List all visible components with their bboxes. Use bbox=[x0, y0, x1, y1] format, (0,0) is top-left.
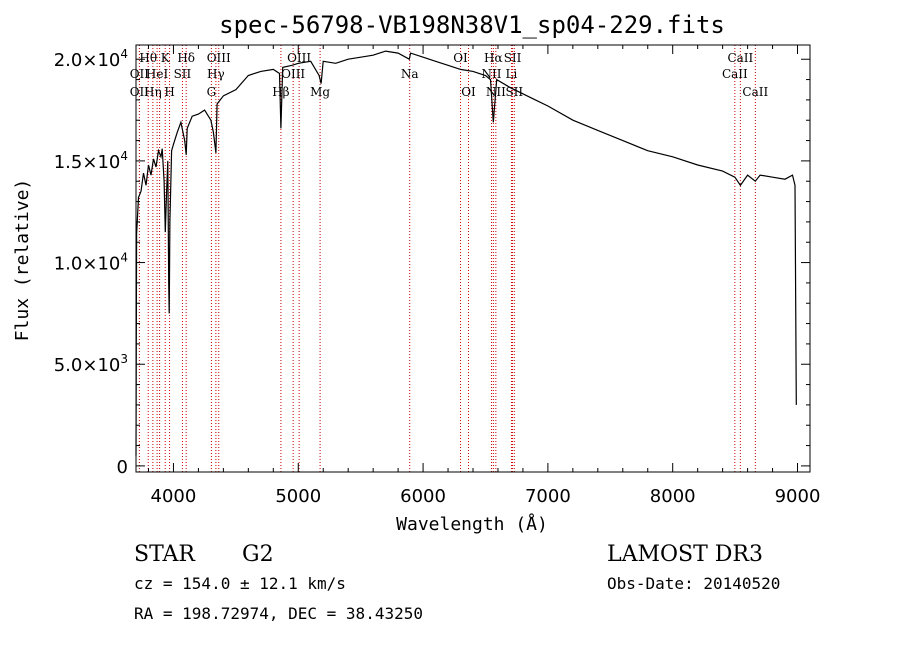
line-label: NII bbox=[481, 67, 501, 81]
plot-frame bbox=[135, 44, 811, 473]
x-tick-label: 6000 bbox=[400, 486, 446, 507]
line-label: SII bbox=[504, 51, 522, 65]
redshift-value: cz = 154.0 ± 12.1 km/s bbox=[134, 574, 346, 593]
line-label: Hγ bbox=[207, 67, 225, 81]
coordinates: RA = 198.72974, DEC = 38.43250 bbox=[134, 604, 423, 623]
line-label: Na bbox=[401, 67, 419, 81]
line-label: OIII bbox=[207, 51, 231, 65]
line-label: OI bbox=[461, 85, 476, 99]
y-tick-label: 0 bbox=[117, 457, 128, 478]
survey-name: LAMOST DR3 bbox=[607, 542, 763, 567]
line-label: Hθ bbox=[139, 51, 157, 65]
line-label: OIII bbox=[281, 67, 305, 81]
y-tick-label: 2.0×104 bbox=[54, 47, 128, 71]
line-label: CaII bbox=[727, 51, 753, 65]
line-label: SII bbox=[174, 67, 192, 81]
line-label: Hη bbox=[144, 85, 162, 99]
x-tick-label: 5000 bbox=[275, 486, 321, 507]
line-label: Hδ bbox=[177, 51, 195, 65]
line-label: Mg bbox=[310, 85, 330, 99]
line-label: Li bbox=[506, 67, 518, 81]
x-tick-label: 4000 bbox=[151, 486, 197, 507]
chart-title: spec-56798-VB198N38V1_sp04-229.fits bbox=[219, 11, 725, 39]
line-label: CaII bbox=[742, 85, 768, 99]
y-tick-label: 1.5×104 bbox=[54, 149, 128, 173]
line-label: G bbox=[207, 85, 217, 99]
line-label: Hβ bbox=[272, 85, 289, 99]
star-class: STAR bbox=[134, 542, 196, 567]
line-label: OII bbox=[130, 67, 150, 81]
y-tick-label: 5.0×103 bbox=[54, 352, 128, 376]
y-tick-label: 1.0×104 bbox=[54, 251, 128, 275]
line-label: Hα bbox=[484, 51, 503, 65]
line-label: OIII bbox=[287, 51, 311, 65]
x-tick-label: 8000 bbox=[650, 486, 696, 507]
line-label: HeI bbox=[146, 67, 169, 81]
x-tick-label: 7000 bbox=[525, 486, 571, 507]
spectrum-line bbox=[135, 50, 797, 456]
x-axis-label: Wavelength (Å) bbox=[396, 513, 548, 535]
x-axis-ticks: 4000 5000 6000 7000 8000 9000 bbox=[147, 45, 821, 507]
obs-date: Obs-Date: 20140520 bbox=[607, 574, 780, 593]
y-axis-ticks: 0 5.0×103 1.0×104 1.5×104 2.0×104 bbox=[54, 47, 810, 478]
line-label: OII bbox=[130, 85, 150, 99]
y-axis-label: Flux (relative) bbox=[12, 179, 33, 342]
line-label: OI bbox=[453, 51, 468, 65]
line-label: CaII bbox=[722, 67, 748, 81]
line-label: H bbox=[164, 85, 174, 99]
emission-line-markers bbox=[138, 45, 756, 472]
spectrum-series bbox=[135, 50, 797, 456]
star-subclass: G2 bbox=[242, 542, 274, 567]
line-label: SII bbox=[505, 85, 523, 99]
line-label: K bbox=[161, 51, 171, 65]
x-tick-label: 9000 bbox=[775, 486, 821, 507]
